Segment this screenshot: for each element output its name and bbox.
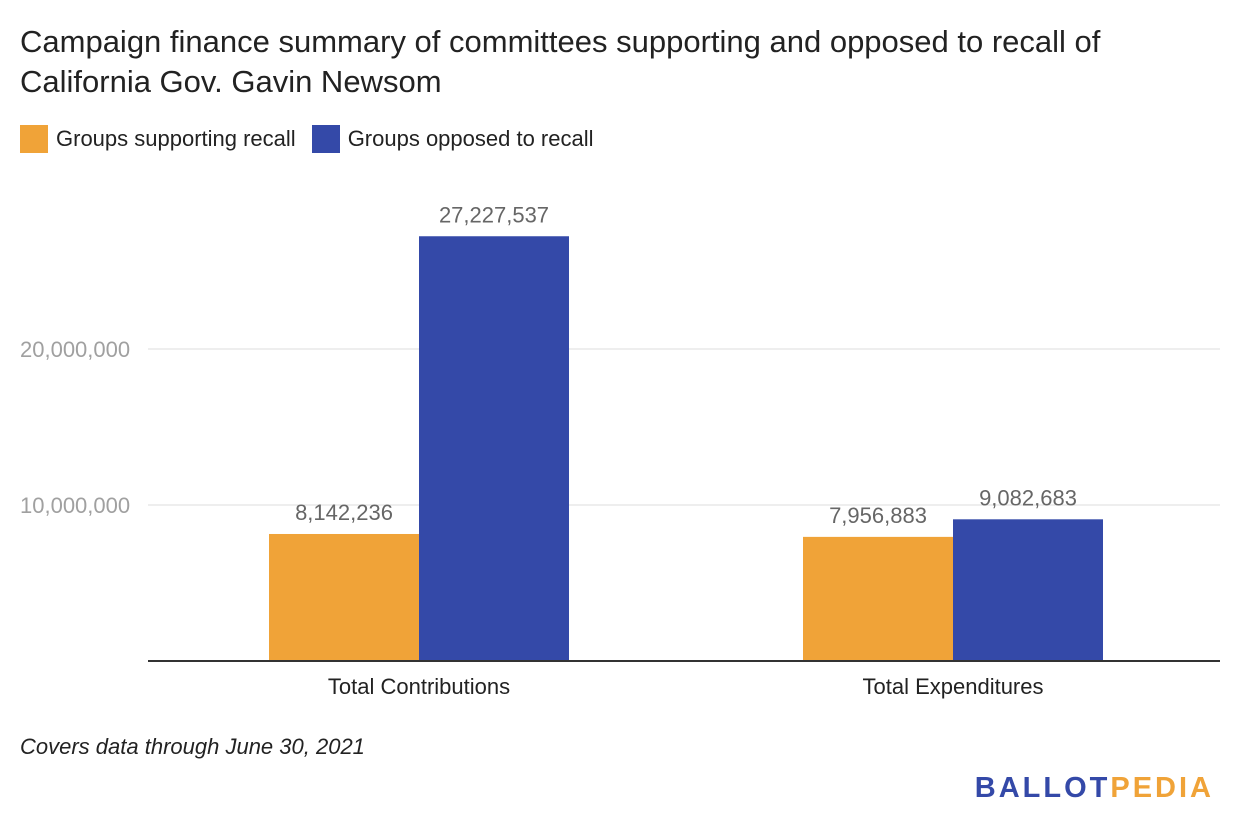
bar <box>269 533 419 661</box>
logo-part-ballot: BALLOT <box>974 772 1111 804</box>
footnote: Covers data through June 30, 2021 <box>20 734 365 759</box>
data-label: 7,956,883 <box>829 503 927 528</box>
bar <box>803 536 953 661</box>
chart-title: Campaign finance summary of committees s… <box>20 24 1101 99</box>
legend-label-opposed: Groups opposed to recall <box>347 126 594 151</box>
bar <box>953 519 1103 661</box>
legend-item-opposed: Groups opposed to recall <box>311 125 594 153</box>
data-label: 27,227,537 <box>439 202 549 227</box>
legend-item-supporting: Groups supporting recall <box>20 125 296 153</box>
bar-chart: 10,000,000 20,000,000 8,142,236 27,227,537 T… <box>20 202 1220 699</box>
data-label: 8,142,236 <box>295 500 393 525</box>
x-tick-label: Total Contributions <box>328 674 510 699</box>
ballotpedia-logo: BALLOTPEDIA <box>975 772 1214 805</box>
data-label: 9,082,683 <box>979 485 1077 510</box>
y-tick-label: 10,000,000 <box>20 493 130 518</box>
legend-swatch-supporting <box>20 125 48 153</box>
logo-part-pedia: PEDIA <box>1110 772 1214 804</box>
legend-label-supporting: Groups supporting recall <box>56 126 296 151</box>
y-tick-label: 20,000,000 <box>20 337 130 362</box>
x-tick-label: Total Expenditures <box>863 674 1044 699</box>
legend: Groups supporting recall Groups opposed … <box>20 124 610 154</box>
legend-swatch-opposed <box>311 125 340 153</box>
bar <box>419 236 569 661</box>
